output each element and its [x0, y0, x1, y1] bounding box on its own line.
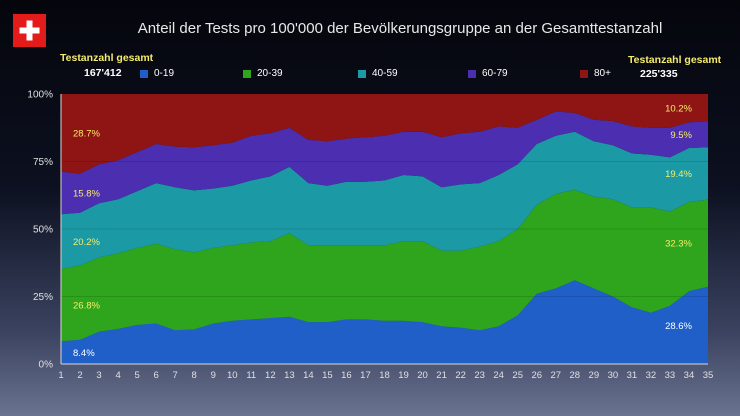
- x-tick-label: 17: [360, 370, 371, 381]
- y-tick-label: 50%: [33, 225, 53, 236]
- x-tick-label: 21: [436, 370, 447, 381]
- x-tick-label: 11: [246, 370, 256, 381]
- data-label-0-19: 8.4%: [73, 348, 95, 359]
- legend-label: 40-59: [372, 68, 398, 79]
- legend-swatch: [140, 69, 148, 78]
- x-tick-label: 7: [173, 370, 178, 381]
- legend-label: 80+: [594, 68, 611, 79]
- data-label-20-39: 26.8%: [73, 301, 100, 312]
- y-tick-label: 25%: [33, 292, 53, 303]
- x-tick-label: 20: [417, 370, 428, 381]
- x-tick-label: 16: [341, 370, 352, 381]
- y-tick-label: 100%: [27, 90, 53, 101]
- data-label-0-19: 28.6%: [665, 321, 692, 332]
- right-total-value: 225'335: [640, 68, 678, 80]
- x-tick-label: 31: [627, 370, 638, 381]
- area-series-60-79: [61, 111, 708, 215]
- x-tick-label: 15: [322, 370, 333, 381]
- x-tick-label: 28: [570, 370, 581, 381]
- legend-label: 0-19: [154, 68, 175, 79]
- y-tick-label: 75%: [33, 157, 53, 168]
- data-label-20-39: 32.3%: [665, 239, 692, 250]
- x-tick-label: 18: [379, 370, 390, 381]
- legend-item-40-59: 40-59: [358, 68, 398, 79]
- legend-label: 20-39: [257, 68, 283, 79]
- x-tick-label: 6: [153, 370, 158, 381]
- swiss-flag-icon: [13, 14, 46, 47]
- x-tick-label: 4: [115, 370, 120, 381]
- x-tick-label: 23: [474, 370, 485, 381]
- x-tick-label: 5: [134, 370, 139, 381]
- left-total-label: Testanzahl gesamt: [60, 52, 154, 64]
- right-total-label: Testanzahl gesamt: [628, 54, 722, 66]
- x-tick-label: 14: [303, 370, 314, 381]
- x-tick-label: 34: [684, 370, 695, 381]
- x-tick-label: 35: [703, 370, 714, 381]
- x-tick-label: 22: [455, 370, 466, 381]
- x-tick-label: 33: [665, 370, 676, 381]
- x-tick-label: 29: [589, 370, 600, 381]
- x-tick-label: 19: [398, 370, 409, 381]
- x-tick-label: 27: [550, 370, 561, 381]
- area-series-80+: [61, 94, 708, 174]
- chart-title: Anteil der Tests pro 100'000 der Bevölke…: [137, 20, 663, 37]
- legend-item-20-39: 20-39: [243, 68, 283, 79]
- x-tick-label: 30: [608, 370, 619, 381]
- x-tick-label: 1: [58, 370, 63, 381]
- data-label-40-59: 19.4%: [665, 169, 692, 180]
- legend-item-80plus: 80+: [580, 68, 611, 79]
- area-series-0-19: [61, 280, 708, 364]
- legend-swatch: [468, 69, 476, 78]
- data-label-80+: 10.2%: [665, 103, 692, 114]
- data-label-60-79: 15.8%: [73, 188, 100, 199]
- data-label-80+: 28.7%: [73, 128, 100, 139]
- chart-legend: 0-19 20-39 40-59 60-79 80+: [140, 68, 740, 82]
- area-series-20-39: [61, 189, 708, 342]
- legend-item-60-79: 60-79: [468, 68, 508, 79]
- data-label-60-79: 9.5%: [670, 130, 692, 141]
- y-tick-label: 0%: [39, 360, 54, 371]
- legend-item-0-19: 0-19: [140, 68, 174, 79]
- data-label-40-59: 20.2%: [73, 237, 100, 248]
- x-tick-label: 9: [211, 370, 216, 381]
- x-tick-label: 10: [227, 370, 238, 381]
- area-series-40-59: [61, 131, 708, 269]
- x-tick-label: 3: [96, 370, 101, 381]
- x-tick-label: 24: [493, 370, 504, 381]
- x-tick-label: 13: [284, 370, 295, 381]
- x-tick-label: 8: [192, 370, 197, 381]
- x-tick-label: 32: [646, 370, 657, 381]
- legend-swatch: [580, 69, 588, 78]
- legend-label: 60-79: [482, 68, 508, 79]
- legend-swatch: [243, 69, 251, 78]
- x-tick-label: 12: [265, 370, 276, 381]
- x-tick-label: 2: [77, 370, 82, 381]
- left-total-value: 167'412: [84, 67, 122, 79]
- legend-swatch: [358, 69, 366, 78]
- x-tick-label: 25: [512, 370, 523, 381]
- x-tick-label: 26: [531, 370, 542, 381]
